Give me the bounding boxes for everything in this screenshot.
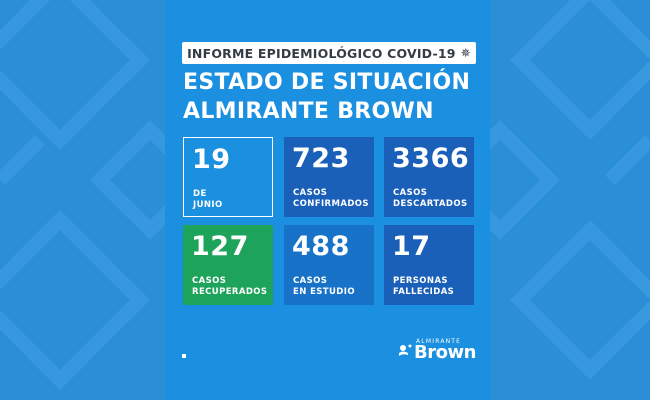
tile-label: CASOS DESCARTADOS xyxy=(393,188,468,209)
tile-recovered-cases: 127 CASOS RECUPERADOS xyxy=(183,225,273,305)
tile-label: CASOS RECUPERADOS xyxy=(192,276,268,297)
tile-confirmed-cases: 723 CASOS CONFIRMADOS xyxy=(284,137,374,217)
footer-dot xyxy=(182,354,186,358)
tile-value: 3366 xyxy=(392,143,470,174)
tile-label: PERSONAS FALLECIDAS xyxy=(393,276,455,297)
tile-value: 17 xyxy=(392,231,431,262)
tile-value: 19 xyxy=(192,144,231,175)
logo-mark-icon xyxy=(399,344,412,356)
virus-icon: ✵ xyxy=(460,46,471,60)
tile-label: CASOS CONFIRMADOS xyxy=(293,188,369,209)
logo-big-text: Brown xyxy=(414,342,476,363)
report-header-pill: INFORME EPIDEMIOLÓGICO COVID-19 ✵ xyxy=(182,42,476,64)
title-line-1: ESTADO DE SITUACIÓN xyxy=(183,70,471,95)
almirante-brown-logo: ALMIRANTE Brown xyxy=(396,336,478,366)
report-header-text: INFORME EPIDEMIOLÓGICO COVID-19 xyxy=(187,45,456,61)
tile-value: 488 xyxy=(292,231,350,262)
page-title: ESTADO DE SITUACIÓN ALMIRANTE BROWN xyxy=(183,68,483,126)
tile-label: CASOS EN ESTUDIO xyxy=(293,276,355,297)
tile-discarded-cases: 3366 CASOS DESCARTADOS xyxy=(384,137,474,217)
tile-value: 723 xyxy=(292,143,350,174)
tile-date: 19 DE JUNIO xyxy=(183,137,273,217)
logo-small-text: ALMIRANTE xyxy=(416,338,462,345)
tile-deceased: 17 PERSONAS FALLECIDAS xyxy=(384,225,474,305)
tile-cases-under-study: 488 CASOS EN ESTUDIO xyxy=(284,225,374,305)
tile-label: DE JUNIO xyxy=(193,189,223,210)
tile-value: 127 xyxy=(191,231,249,262)
title-line-2: ALMIRANTE BROWN xyxy=(183,99,434,124)
